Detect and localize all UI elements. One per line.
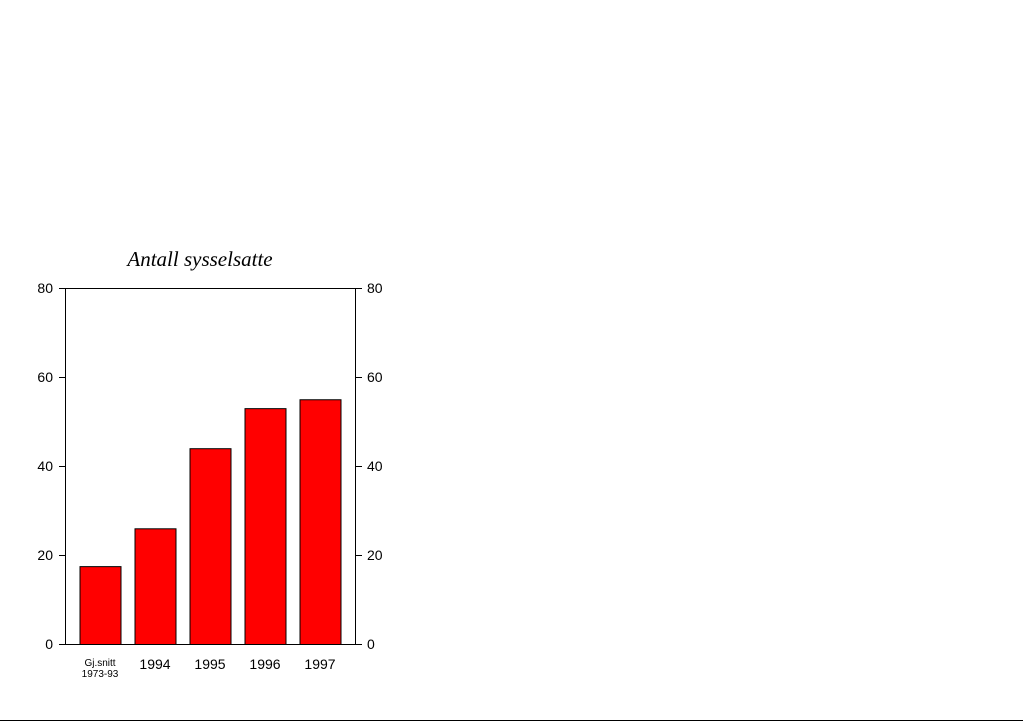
category-label: 1994 <box>139 656 170 672</box>
category-label: 1973-93 <box>82 669 119 680</box>
left-tick-label: 60 <box>37 369 53 385</box>
left-axis: 0 20 40 60 80 <box>37 280 65 652</box>
category-label: Gj.snitt <box>84 658 115 669</box>
bar <box>244 408 287 645</box>
bar <box>134 528 177 645</box>
right-tick-label: 40 <box>367 458 383 474</box>
left-tick-label: 80 <box>37 280 53 296</box>
bar <box>299 399 342 645</box>
category-label: 1996 <box>249 656 280 672</box>
right-axis: 0 20 40 60 80 <box>356 280 383 652</box>
right-tick-label: 20 <box>367 547 383 563</box>
right-tick-label: 60 <box>367 369 383 385</box>
left-tick-label: 20 <box>37 547 53 563</box>
chart-title: Antall sysselsatte <box>125 247 272 271</box>
left-tick-label: 40 <box>37 458 53 474</box>
bars <box>79 399 342 646</box>
right-tick-label: 0 <box>367 636 375 652</box>
bar <box>79 566 122 645</box>
category-label: 1995 <box>194 656 225 672</box>
category-label: 1997 <box>304 656 335 672</box>
left-tick-label: 0 <box>45 636 53 652</box>
right-tick-label: 80 <box>367 280 383 296</box>
bar <box>189 448 232 646</box>
